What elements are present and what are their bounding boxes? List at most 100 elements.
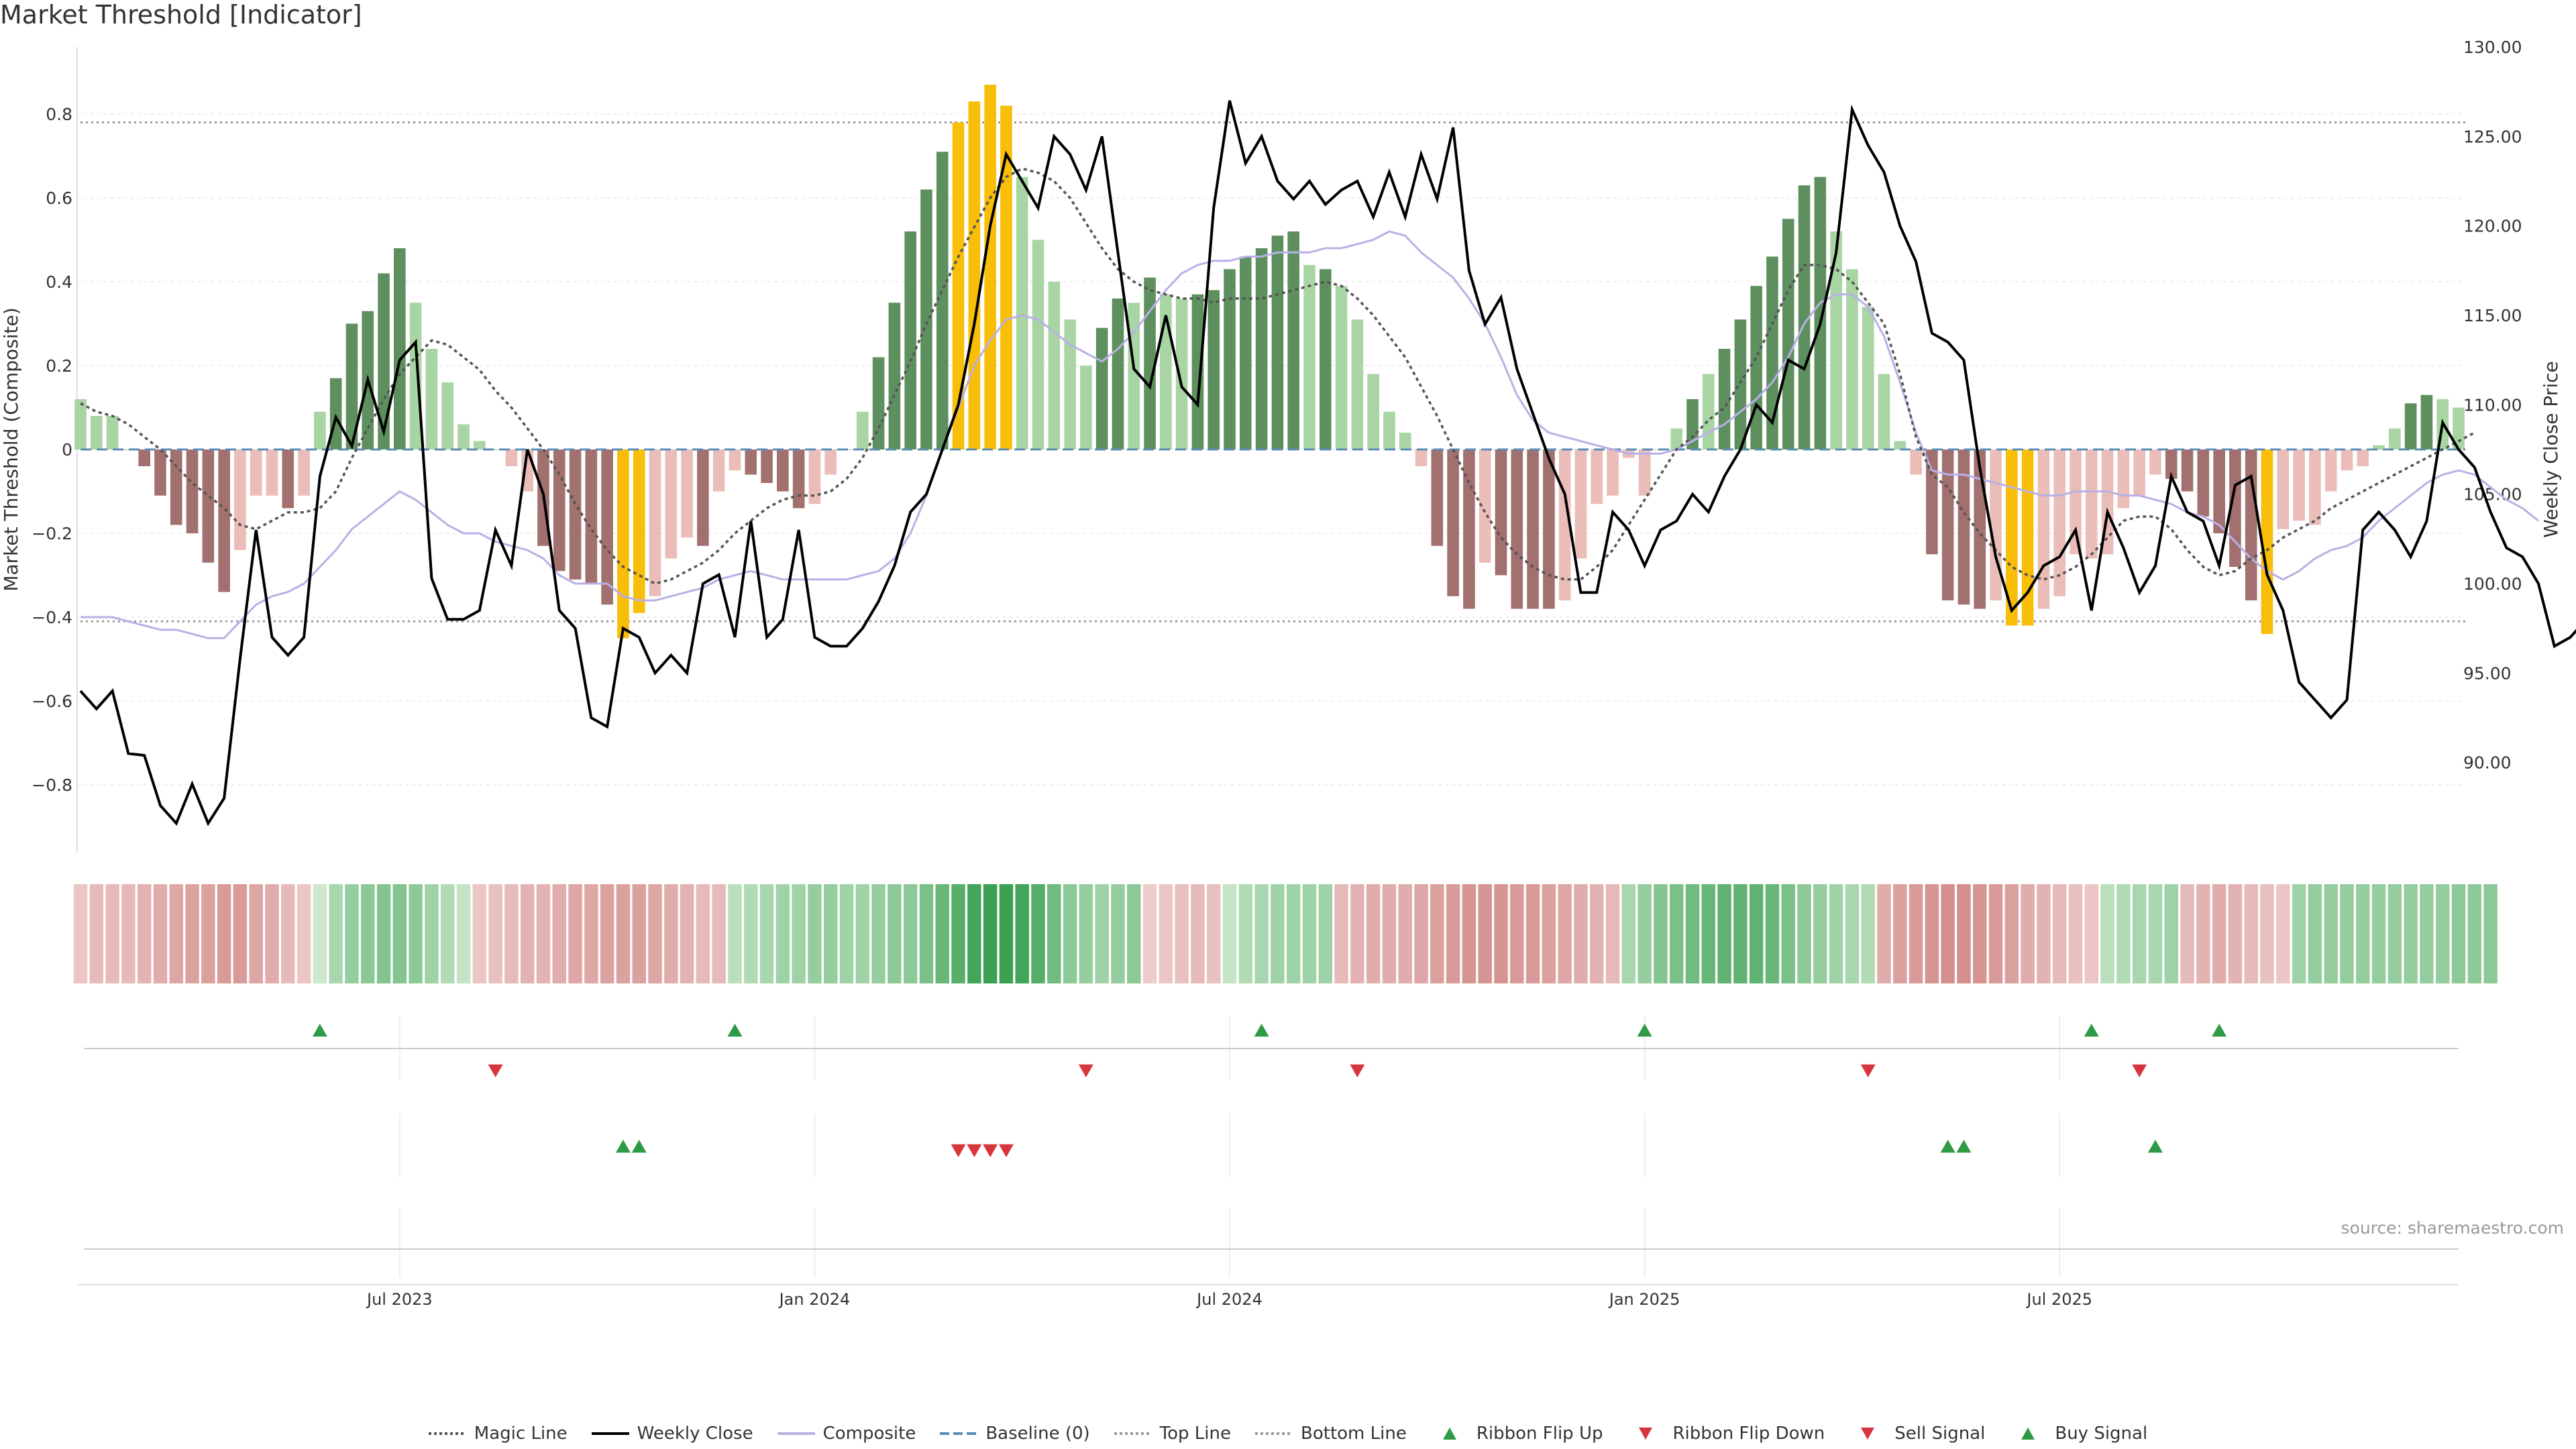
composite-bar — [1431, 449, 1444, 546]
ribbon-cell — [1988, 884, 2003, 983]
ribbon-cell — [1462, 884, 1477, 983]
ribbon-cell — [1893, 884, 1907, 983]
ribbon-cell — [1127, 884, 1141, 983]
composite-bar — [345, 323, 358, 449]
ribbon-cell — [999, 884, 1014, 983]
ribbon-cell — [2371, 884, 2386, 983]
ribbon-cell — [361, 884, 375, 983]
composite-bar — [968, 101, 981, 449]
composite-bar — [904, 231, 916, 449]
composite-bar — [1574, 449, 1587, 559]
composite-bar — [1910, 449, 1922, 475]
ribbon-cell — [1701, 884, 1716, 983]
y-tick-label: 0.4 — [46, 272, 72, 292]
ribbon-cell — [425, 884, 439, 983]
composite-bar — [2324, 449, 2337, 492]
composite-bar — [1591, 449, 1603, 504]
composite-bar — [1351, 319, 1364, 449]
chart-title: Market Threshold [Indicator] — [0, 0, 362, 30]
composite-bar — [2309, 449, 2321, 525]
y-tick-label: 0.8 — [46, 105, 72, 124]
composite-bar — [777, 449, 789, 492]
composite-bar — [1303, 265, 1316, 449]
ribbon-cell — [2164, 884, 2178, 983]
ribbon-flip-up-marker — [2084, 1024, 2099, 1037]
composite-bar — [1670, 428, 1682, 449]
composite-bar — [170, 449, 182, 525]
ribbon-cell — [1159, 884, 1173, 983]
ribbon-cell — [839, 884, 854, 983]
ribbon-cell — [919, 884, 934, 983]
composite-bar — [792, 449, 805, 508]
ribbon-cell — [233, 884, 248, 983]
ribbon-cell — [2435, 884, 2450, 983]
ribbon-cell — [1909, 884, 1923, 983]
ribbon-flip-up-marker — [1637, 1024, 1652, 1037]
ribbon-cell — [153, 884, 168, 983]
ribbon-cell — [472, 884, 487, 983]
composite-bar — [712, 449, 725, 492]
composite-bar — [1080, 366, 1092, 449]
sell-signal-marker — [998, 1144, 1014, 1157]
ribbon-cell — [1765, 884, 1780, 983]
composite-bar — [697, 449, 709, 546]
ribbon-cell — [2324, 884, 2338, 983]
ribbon-cell — [265, 884, 279, 983]
composite-bar — [745, 449, 757, 475]
ribbon-cell — [2451, 884, 2466, 983]
y-tick-label: 0.6 — [46, 189, 72, 208]
composite-bar — [1638, 449, 1651, 496]
legend-label: Baseline (0) — [985, 1424, 1090, 1444]
ribbon-cell — [1286, 884, 1301, 983]
composite-bar — [282, 449, 294, 508]
composite-bar — [585, 449, 598, 584]
composite-bar — [761, 449, 773, 483]
composite-bar — [154, 449, 166, 496]
ribbon-cell — [392, 884, 407, 983]
ribbon-cell — [2052, 884, 2067, 983]
composite-bar — [1175, 299, 1188, 449]
ribbon-cell — [888, 884, 902, 983]
legend-item: Buy Signal — [2009, 1424, 2147, 1444]
ribbon-cell — [1302, 884, 1317, 983]
legend-item: Ribbon Flip Down — [1627, 1424, 1825, 1444]
legend-item: Weekly Close — [591, 1424, 753, 1444]
composite-bar — [857, 411, 869, 449]
ribbon-cell — [1254, 884, 1269, 983]
solid-line-icon — [591, 1432, 629, 1435]
legend-label: Weekly Close — [637, 1424, 753, 1444]
composite-bar — [1447, 449, 1459, 596]
composite-bar — [234, 449, 246, 550]
ribbon-cell — [600, 884, 614, 983]
ribbon-cell — [2276, 884, 2290, 983]
composite-bar — [2037, 449, 2050, 609]
ribbon-cell — [2420, 884, 2434, 983]
sell-signal-marker — [967, 1144, 982, 1157]
triangle-down-icon — [1639, 1428, 1653, 1440]
composite-bar — [1287, 231, 1299, 449]
ribbon-cell — [2340, 884, 2354, 983]
ribbon-flip-down-marker — [488, 1064, 503, 1077]
composite-bar — [1399, 433, 1411, 449]
ribbon-cell — [1031, 884, 1045, 983]
composite-bar — [106, 416, 119, 449]
ribbon-cell — [1142, 884, 1157, 983]
ribbon-cell — [759, 884, 774, 983]
composite-bar — [2341, 449, 2353, 471]
legend-label: Top Line — [1159, 1424, 1231, 1444]
x-tick-label: Jul 2025 — [2025, 1290, 2092, 1309]
composite-bar — [1926, 449, 1938, 555]
ribbon-cell — [1398, 884, 1412, 983]
ribbon-cell — [1047, 884, 1061, 983]
ribbon-cell — [73, 884, 88, 983]
ribbon-cell — [648, 884, 662, 983]
ribbon-cell — [1717, 884, 1731, 983]
y2-tick-label: 125.00 — [2463, 127, 2522, 146]
ribbon-cell — [201, 884, 215, 983]
ribbon-cell — [823, 884, 838, 983]
magic-line — [80, 167, 2475, 585]
ribbon-cell — [1206, 884, 1221, 983]
composite-bar — [1191, 294, 1204, 449]
composite-bar — [1814, 176, 1827, 449]
ribbon-cell — [2260, 884, 2274, 983]
